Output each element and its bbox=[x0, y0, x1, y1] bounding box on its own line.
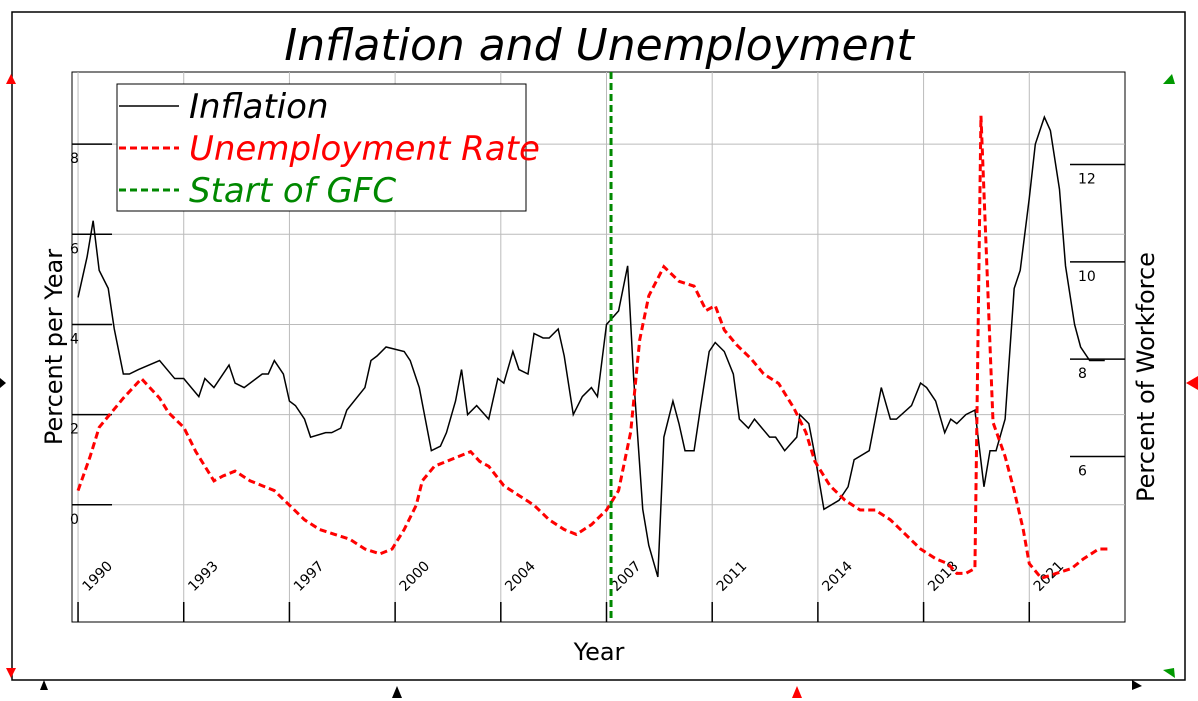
legend-label: Inflation bbox=[189, 87, 329, 127]
y2-tick-label: 12 bbox=[1078, 171, 1096, 187]
marker bbox=[0, 378, 6, 388]
x-tick-label: 2014 bbox=[819, 558, 856, 595]
y2-tick-label: 10 bbox=[1078, 269, 1096, 285]
series-line bbox=[77, 115, 1105, 578]
chart-title: Inflation and Unemployment bbox=[284, 20, 915, 71]
x-tick-label: 2007 bbox=[608, 558, 645, 595]
marker bbox=[40, 680, 48, 690]
y2-tick-label: 8 bbox=[1078, 366, 1087, 382]
marker bbox=[392, 686, 402, 698]
y-tick-label: 2 bbox=[70, 422, 79, 438]
x-tick-label: 2018 bbox=[925, 558, 962, 595]
y-axis-label: Percent per Year bbox=[40, 249, 68, 445]
y-tick-label: 4 bbox=[70, 331, 79, 347]
marker bbox=[1186, 376, 1198, 390]
marker bbox=[6, 74, 16, 84]
x-tick-label: 2004 bbox=[502, 558, 539, 595]
marker bbox=[6, 668, 16, 678]
y-tick-label: 6 bbox=[70, 241, 79, 257]
corner-markers bbox=[0, 74, 1198, 698]
x-tick-label: 1993 bbox=[185, 558, 222, 595]
legend-label: Unemployment Rate bbox=[189, 129, 540, 169]
y-tick-label: 8 bbox=[70, 151, 79, 167]
x-tick-label: 1990 bbox=[80, 558, 117, 595]
series-line bbox=[76, 115, 1111, 580]
x-tick-label: 2011 bbox=[714, 558, 751, 595]
marker bbox=[1163, 668, 1175, 678]
y-tick-label: 0 bbox=[70, 512, 79, 528]
y2-tick-label: 6 bbox=[1078, 464, 1087, 480]
marker bbox=[1163, 74, 1175, 84]
legend-label: Start of GFC bbox=[189, 171, 396, 211]
frame bbox=[11, 11, 1186, 681]
marker bbox=[1132, 680, 1142, 690]
legend-box bbox=[116, 83, 527, 212]
marker bbox=[792, 686, 802, 698]
x-tick-label: 2000 bbox=[397, 558, 434, 595]
y2-axis-label: Percent of Workforce bbox=[1132, 252, 1160, 502]
plot-area bbox=[71, 71, 1126, 623]
x-axis-label: Year bbox=[573, 638, 625, 666]
x-tick-label: 1997 bbox=[291, 558, 328, 595]
